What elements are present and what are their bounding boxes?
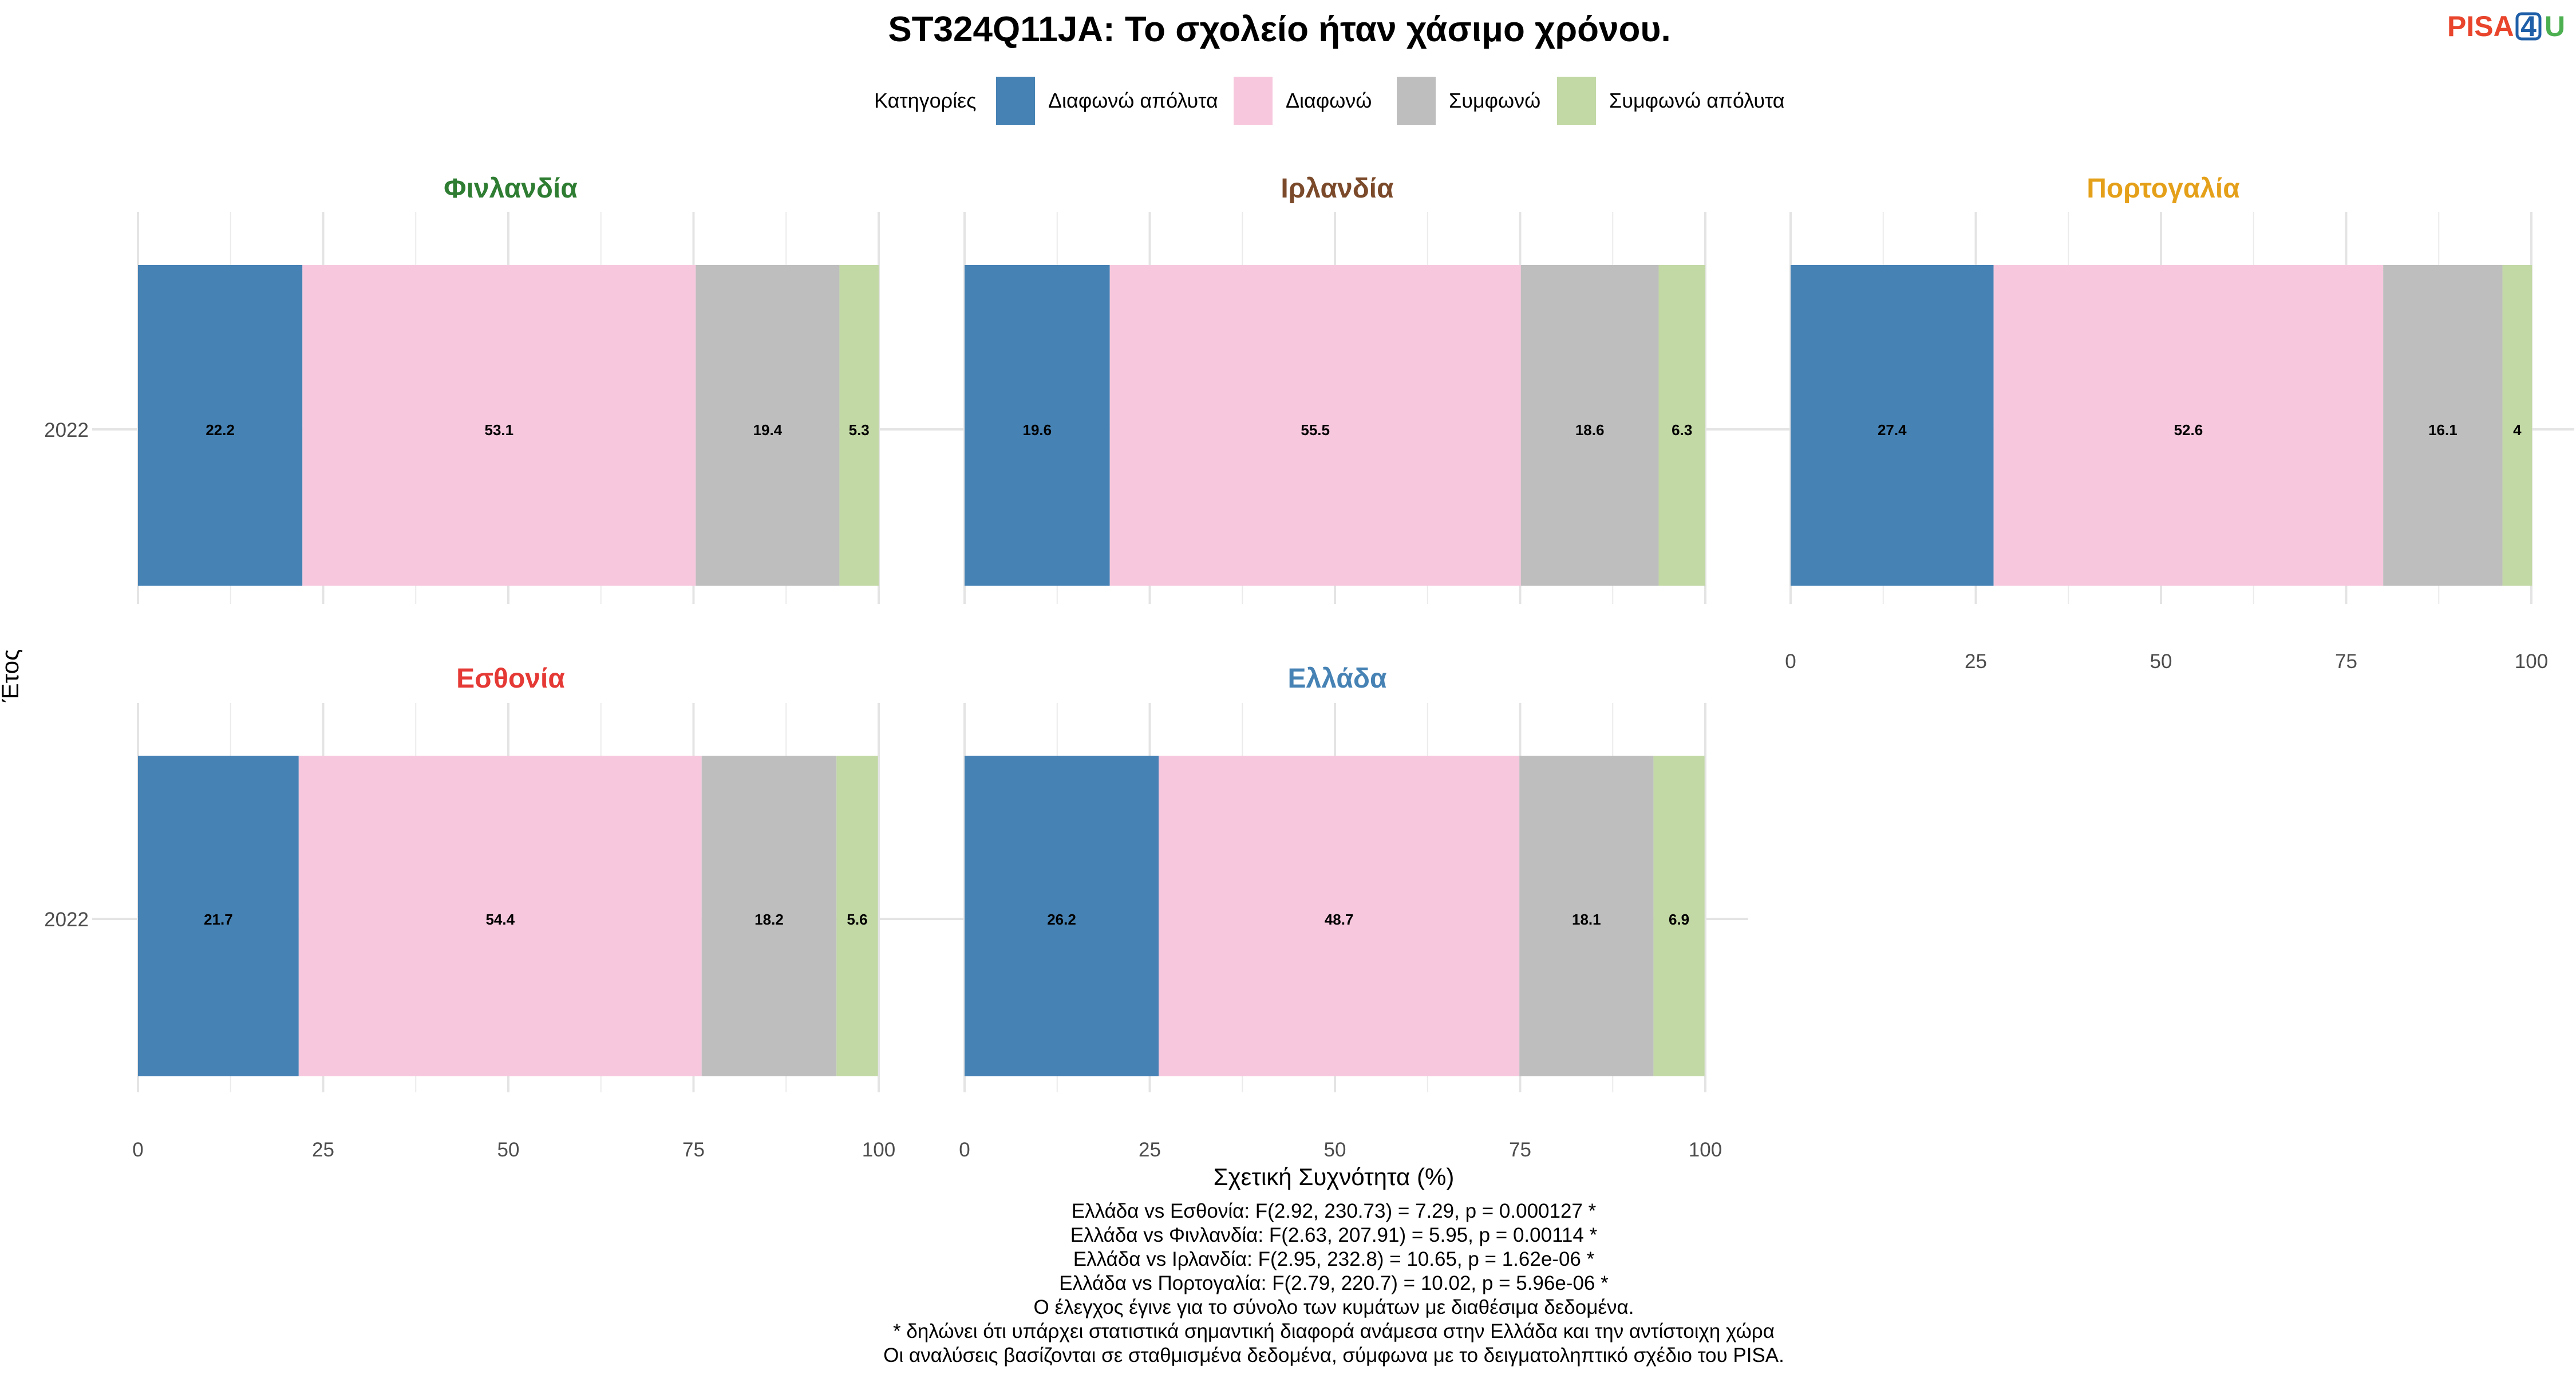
x-tick-label: 50 bbox=[497, 1139, 520, 1161]
bar-value-label: 52.6 bbox=[2174, 421, 2203, 439]
bar-value-label: 21.7 bbox=[204, 911, 233, 928]
logo-text-4: 4 bbox=[2520, 10, 2537, 42]
legend-label-2: Συμφωνώ bbox=[1449, 89, 1540, 112]
bar-segment bbox=[836, 756, 878, 1076]
x-tick-label: 25 bbox=[1965, 650, 1987, 673]
bar-value-label: 19.4 bbox=[753, 421, 783, 439]
bar-value-label: 26.2 bbox=[1047, 911, 1076, 928]
note-line: Ελλάδα vs Φινλανδία: F(2.63, 207.91) = 5… bbox=[1070, 1224, 1598, 1246]
x-tick-label: 50 bbox=[2150, 650, 2172, 673]
logo-text-u: U bbox=[2545, 10, 2565, 42]
bar-value-label: 48.7 bbox=[1325, 911, 1354, 928]
bar-segment bbox=[696, 265, 840, 586]
panel-title: Φινλανδία bbox=[444, 173, 578, 204]
bar-value-label: 18.1 bbox=[1572, 911, 1601, 928]
bar-segment bbox=[298, 756, 702, 1076]
x-tick-label: 0 bbox=[132, 1139, 143, 1161]
bar-value-label: 6.9 bbox=[1669, 911, 1689, 928]
x-tick-label: 100 bbox=[1689, 1139, 1722, 1161]
facet-panels: Φινλανδία 2022 22.2 53.1 19.4 5.3 Ιρλανδία 19.6… bbox=[44, 173, 2574, 1161]
x-tick-label: 75 bbox=[682, 1139, 705, 1161]
bar-segment bbox=[2383, 265, 2503, 586]
bar-segment bbox=[1519, 756, 1654, 1076]
bar-segment bbox=[965, 265, 1110, 586]
bar-segment bbox=[1658, 265, 1705, 586]
legend-swatch-1 bbox=[1234, 77, 1273, 125]
bar-segment bbox=[2502, 265, 2532, 586]
x-tick-label: 25 bbox=[1139, 1139, 1161, 1161]
panel-title: Ιρλανδία bbox=[1281, 173, 1394, 204]
bar-value-label: 4 bbox=[2513, 421, 2522, 439]
bar-segment bbox=[1653, 756, 1705, 1076]
bar-segment bbox=[965, 756, 1159, 1076]
bar-value-label: 53.1 bbox=[485, 421, 514, 439]
legend-label-0: Διαφωνώ απόλυτα bbox=[1048, 89, 1218, 112]
bar-value-label: 5.6 bbox=[847, 911, 867, 928]
bar-value-label: 6.3 bbox=[1672, 421, 1692, 439]
panel-4: Ελλάδα 26.2 48.7 18.1 6.9 0 25 50 75 100 bbox=[919, 664, 1748, 1161]
legend-label-1: Διαφωνώ bbox=[1286, 89, 1372, 112]
bar-value-label: 16.1 bbox=[2428, 421, 2458, 439]
x-tick-label: 75 bbox=[1509, 1139, 1531, 1161]
legend-label-3: Συμφωνώ απόλυτα bbox=[1609, 89, 1785, 112]
bar-value-label: 55.5 bbox=[1301, 421, 1330, 439]
bar-segment bbox=[302, 265, 696, 586]
legend-swatch-2 bbox=[1397, 77, 1436, 125]
bar-value-label: 19.6 bbox=[1023, 421, 1052, 439]
legend-swatch-3 bbox=[1557, 77, 1596, 125]
x-tick-label: 100 bbox=[2515, 650, 2548, 673]
y-axis-title: Έτος bbox=[0, 649, 23, 703]
note-line: Ο έλεγχος έγινε για το σύνολο των κυμάτω… bbox=[1034, 1296, 1634, 1318]
legend-title: Κατηγορίες bbox=[874, 89, 977, 112]
bar-segment bbox=[1520, 265, 1659, 586]
bar-segment bbox=[701, 756, 837, 1076]
logo-box bbox=[2515, 12, 2542, 41]
panel-title: Πορτογαλία bbox=[2087, 173, 2240, 204]
x-tick-label: 100 bbox=[862, 1139, 895, 1161]
x-tick-label: 0 bbox=[959, 1139, 970, 1161]
panel-1: Ιρλανδία 19.6 55.5 18.6 6.3 bbox=[919, 173, 1748, 604]
note-line: Ελλάδα vs Πορτογαλία: F(2.79, 220.7) = 1… bbox=[1059, 1272, 1609, 1294]
x-tick-label: 0 bbox=[1785, 650, 1796, 673]
x-tick-label: 75 bbox=[2335, 650, 2357, 673]
note-line: Ελλάδα vs Εσθονία: F(2.92, 230.73) = 7.2… bbox=[1072, 1200, 1597, 1222]
note-line: Ελλάδα vs Ιρλανδία: F(2.95, 232.8) = 10.… bbox=[1073, 1248, 1595, 1270]
bar-segment bbox=[1993, 265, 2384, 586]
x-tick-label: 25 bbox=[312, 1139, 334, 1161]
logo-text-pisa: PISA bbox=[2447, 10, 2514, 42]
note-line: * δηλώνει ότι υπάρχει στατιστικά σημαντι… bbox=[893, 1320, 1775, 1343]
x-axis-title: Σχετική Συχνότητα (%) bbox=[1214, 1163, 1455, 1190]
legend: Κατηγορίες Διαφωνώ απόλυτα Διαφωνώ Συμφωνώ… bbox=[874, 77, 1785, 125]
bar-segment bbox=[1109, 265, 1521, 586]
bar-value-label: 54.4 bbox=[485, 911, 515, 928]
bar-value-label: 18.2 bbox=[754, 911, 784, 928]
chart-title: ST324Q11JA: Το σχολείο ήταν χάσιμο χρόνο… bbox=[888, 10, 1670, 49]
bar-segment bbox=[1791, 265, 1994, 586]
bar-value-label: 5.3 bbox=[849, 421, 870, 439]
bar-segment bbox=[839, 265, 879, 586]
x-tick-label: 50 bbox=[1324, 1139, 1346, 1161]
notes: Ελλάδα vs Εσθονία: F(2.92, 230.73) = 7.2… bbox=[883, 1200, 1784, 1367]
bar-value-label: 27.4 bbox=[1878, 421, 1907, 439]
panel-title: Εσθονία bbox=[456, 664, 565, 694]
bar-segment bbox=[138, 265, 303, 586]
bar-segment bbox=[1159, 756, 1520, 1076]
note-line: Οι αναλύσεις βασίζονται σε σταθμισμένα δ… bbox=[883, 1344, 1784, 1367]
bar-value-label: 18.6 bbox=[1575, 421, 1605, 439]
y-tick-label: 2022 bbox=[44, 909, 89, 931]
bar-value-label: 22.2 bbox=[206, 421, 235, 439]
legend-swatch-0 bbox=[996, 77, 1035, 125]
bar-segment bbox=[138, 756, 299, 1076]
panel-0: Φινλανδία 2022 22.2 53.1 19.4 5.3 bbox=[44, 173, 922, 604]
panel-2: Πορτογαλία 27.4 52.6 16.1 4 0 25 50 75 100 bbox=[1745, 173, 2574, 673]
panel-title: Ελλάδα bbox=[1288, 664, 1387, 694]
pisa4u-logo: PISA 4 U bbox=[2447, 10, 2565, 42]
y-tick-label: 2022 bbox=[44, 419, 89, 441]
panel-3: Εσθονία 2022 21.7 54.4 18.2 5.6 0 25 50 75 100 bbox=[44, 664, 922, 1161]
